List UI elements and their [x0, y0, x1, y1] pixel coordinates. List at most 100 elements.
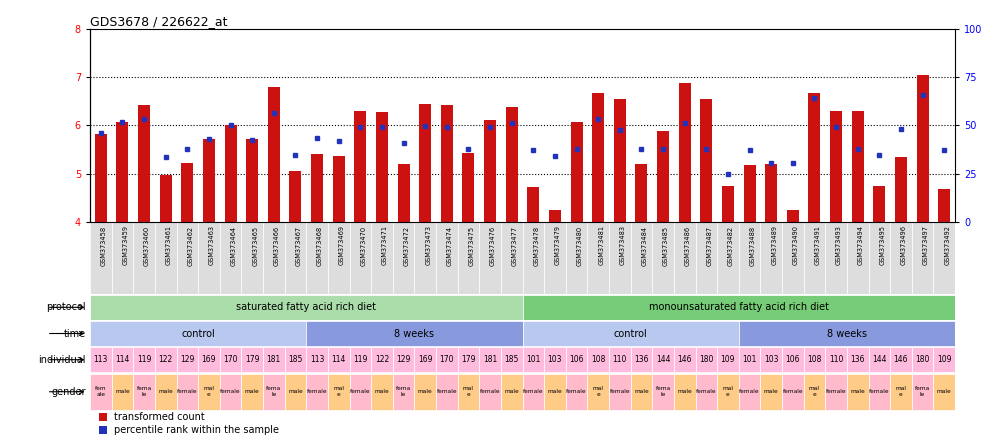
Bar [203, 139, 215, 222]
Bar [609, 222, 631, 294]
Text: GDS3678 / 226622_at: GDS3678 / 226622_at [90, 15, 228, 28]
Bar [479, 347, 501, 372]
Bar [112, 373, 133, 410]
Text: GSM373483: GSM373483 [620, 226, 626, 266]
Bar [522, 222, 544, 294]
Bar [393, 373, 414, 410]
Bar [912, 373, 933, 410]
Text: GSM373471: GSM373471 [382, 226, 388, 266]
Bar [544, 222, 566, 294]
Bar [501, 373, 522, 410]
Bar [155, 373, 176, 410]
Bar [285, 222, 306, 294]
Text: 179: 179 [461, 355, 476, 364]
Bar [912, 347, 933, 372]
Text: GSM373470: GSM373470 [360, 226, 366, 266]
Bar [90, 222, 112, 294]
Text: GSM373482: GSM373482 [728, 226, 734, 266]
Bar [696, 222, 717, 294]
Text: 108: 108 [807, 355, 822, 364]
Bar [933, 222, 955, 294]
Bar [587, 347, 609, 372]
Bar [652, 373, 674, 410]
Bar [241, 347, 263, 372]
Text: GSM373479: GSM373479 [555, 226, 561, 266]
Bar [414, 373, 436, 410]
Text: GSM373461: GSM373461 [166, 226, 172, 266]
Bar [804, 347, 825, 372]
Text: GSM373488: GSM373488 [750, 226, 756, 266]
Bar [631, 373, 652, 410]
Text: 180: 180 [699, 355, 714, 364]
Bar [566, 222, 587, 294]
Text: 181: 181 [267, 355, 281, 364]
Legend: transformed count, percentile rank within the sample: transformed count, percentile rank withi… [95, 408, 283, 439]
Text: female: female [480, 389, 500, 394]
Text: 103: 103 [548, 355, 562, 364]
Text: male: male [677, 389, 692, 394]
Text: male: male [504, 389, 519, 394]
Text: 110: 110 [829, 355, 843, 364]
Text: male: male [634, 389, 649, 394]
Bar [436, 373, 458, 410]
Bar [393, 347, 414, 372]
Text: 114: 114 [332, 355, 346, 364]
Text: 169: 169 [202, 355, 216, 364]
Text: 8 weeks: 8 weeks [827, 329, 867, 338]
Bar [717, 373, 739, 410]
Text: individual: individual [38, 355, 86, 365]
Bar [333, 156, 345, 222]
Text: GSM373494: GSM373494 [858, 226, 864, 266]
Text: female: female [523, 389, 544, 394]
Text: GSM373467: GSM373467 [295, 226, 301, 266]
Text: 169: 169 [418, 355, 432, 364]
Text: GSM373485: GSM373485 [663, 226, 669, 266]
Bar [527, 187, 539, 222]
Text: 136: 136 [634, 355, 649, 364]
Text: male: male [245, 389, 260, 394]
Text: GSM373463: GSM373463 [209, 226, 215, 266]
Bar [376, 112, 388, 222]
Bar [739, 347, 760, 372]
Text: GSM373468: GSM373468 [317, 226, 323, 266]
Bar [501, 222, 522, 294]
Bar [890, 222, 912, 294]
Bar [825, 347, 847, 372]
Bar [873, 186, 885, 222]
Bar [566, 347, 587, 372]
Bar [350, 347, 371, 372]
Bar [263, 347, 285, 372]
Bar [722, 186, 734, 222]
Text: fema
le: fema le [136, 386, 152, 397]
Bar [501, 347, 522, 372]
Bar [847, 222, 868, 294]
Text: 181: 181 [483, 355, 497, 364]
Bar [890, 373, 912, 410]
Text: 180: 180 [915, 355, 930, 364]
Text: 113: 113 [94, 355, 108, 364]
Text: GSM373496: GSM373496 [901, 226, 907, 266]
Bar [220, 347, 241, 372]
Text: 185: 185 [288, 355, 303, 364]
Text: fema
le: fema le [266, 386, 281, 397]
Bar [311, 155, 323, 222]
Bar [652, 222, 674, 294]
Bar [328, 222, 350, 294]
Bar [138, 105, 150, 222]
Bar [868, 222, 890, 294]
Text: GSM373484: GSM373484 [641, 226, 647, 266]
Text: male: male [764, 389, 779, 394]
Bar [176, 222, 198, 294]
Text: 8 weeks: 8 weeks [394, 329, 434, 338]
Text: saturated fatty acid rich diet: saturated fatty acid rich diet [236, 302, 376, 312]
Bar [176, 373, 198, 410]
Bar [522, 373, 544, 410]
Bar [852, 111, 864, 222]
Bar [674, 222, 696, 294]
Text: female: female [739, 389, 760, 394]
Text: mal
e: mal e [809, 386, 820, 397]
Text: male: male [115, 389, 130, 394]
Text: female: female [307, 389, 327, 394]
Text: GSM373495: GSM373495 [879, 226, 885, 266]
Text: GSM373492: GSM373492 [944, 226, 950, 266]
